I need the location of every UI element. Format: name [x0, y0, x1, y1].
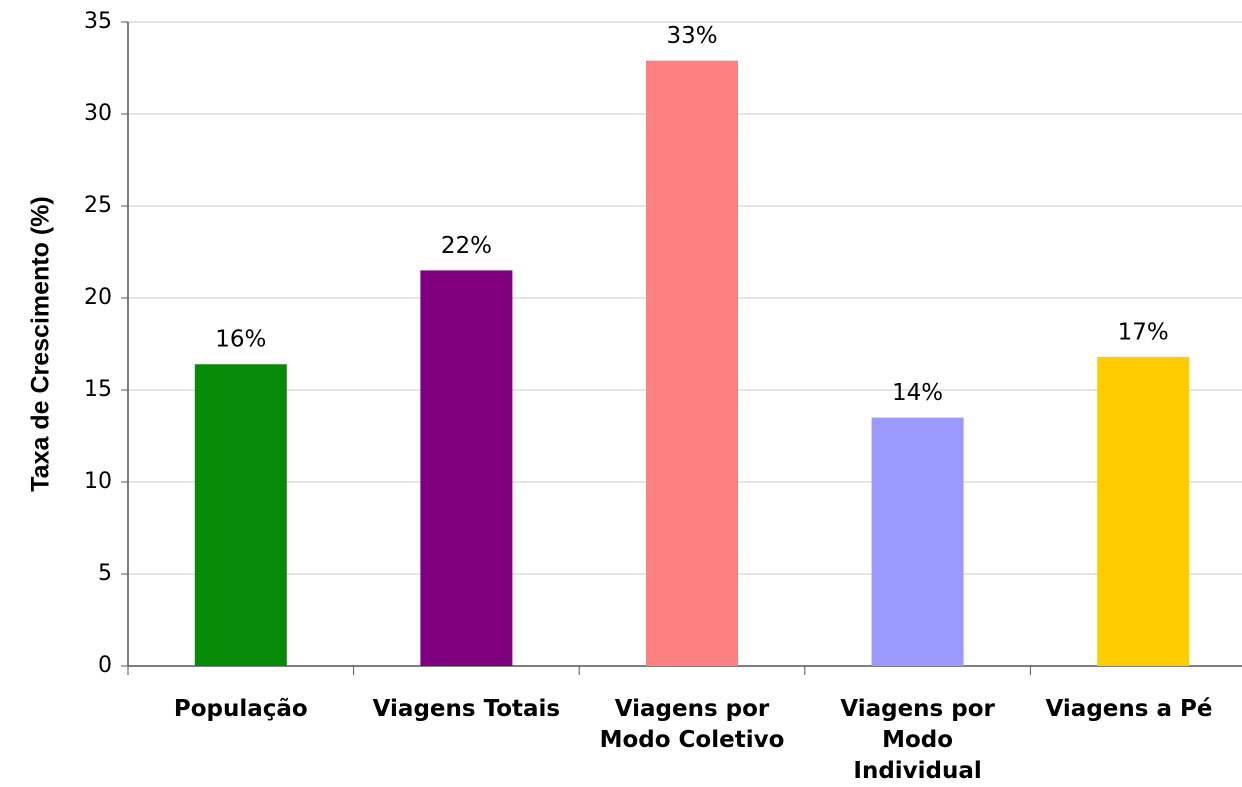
- y-tick-label: 35: [84, 9, 112, 34]
- bar: [871, 417, 964, 666]
- x-tick-label: Viagens a Pé: [1045, 696, 1213, 722]
- data-label: 33%: [666, 23, 717, 49]
- data-label: 22%: [441, 233, 492, 259]
- y-tick-label: 30: [84, 101, 112, 126]
- y-tick-label: 15: [84, 377, 112, 402]
- bar: [646, 60, 738, 666]
- bar: [1097, 356, 1190, 666]
- y-tick-label: 0: [98, 653, 112, 678]
- y-tick-label: 10: [84, 469, 112, 494]
- bar: [420, 270, 513, 666]
- y-tick-label: 5: [98, 561, 112, 586]
- x-tick-label: Viagens por Modo Individual: [840, 696, 995, 784]
- x-tick-label: Viagens por Modo Coletivo: [599, 696, 785, 753]
- x-tick-label: Viagens Totais: [372, 696, 561, 722]
- data-label: 14%: [892, 380, 943, 406]
- bar: [194, 364, 287, 666]
- y-tick-label: 25: [84, 193, 112, 218]
- data-label: 16%: [215, 327, 266, 353]
- x-tick-label: População: [173, 696, 308, 722]
- data-label: 17%: [1118, 319, 1169, 345]
- y-axis-title: Taxa de Crescimento (%): [27, 196, 55, 491]
- y-tick-label: 20: [84, 285, 112, 310]
